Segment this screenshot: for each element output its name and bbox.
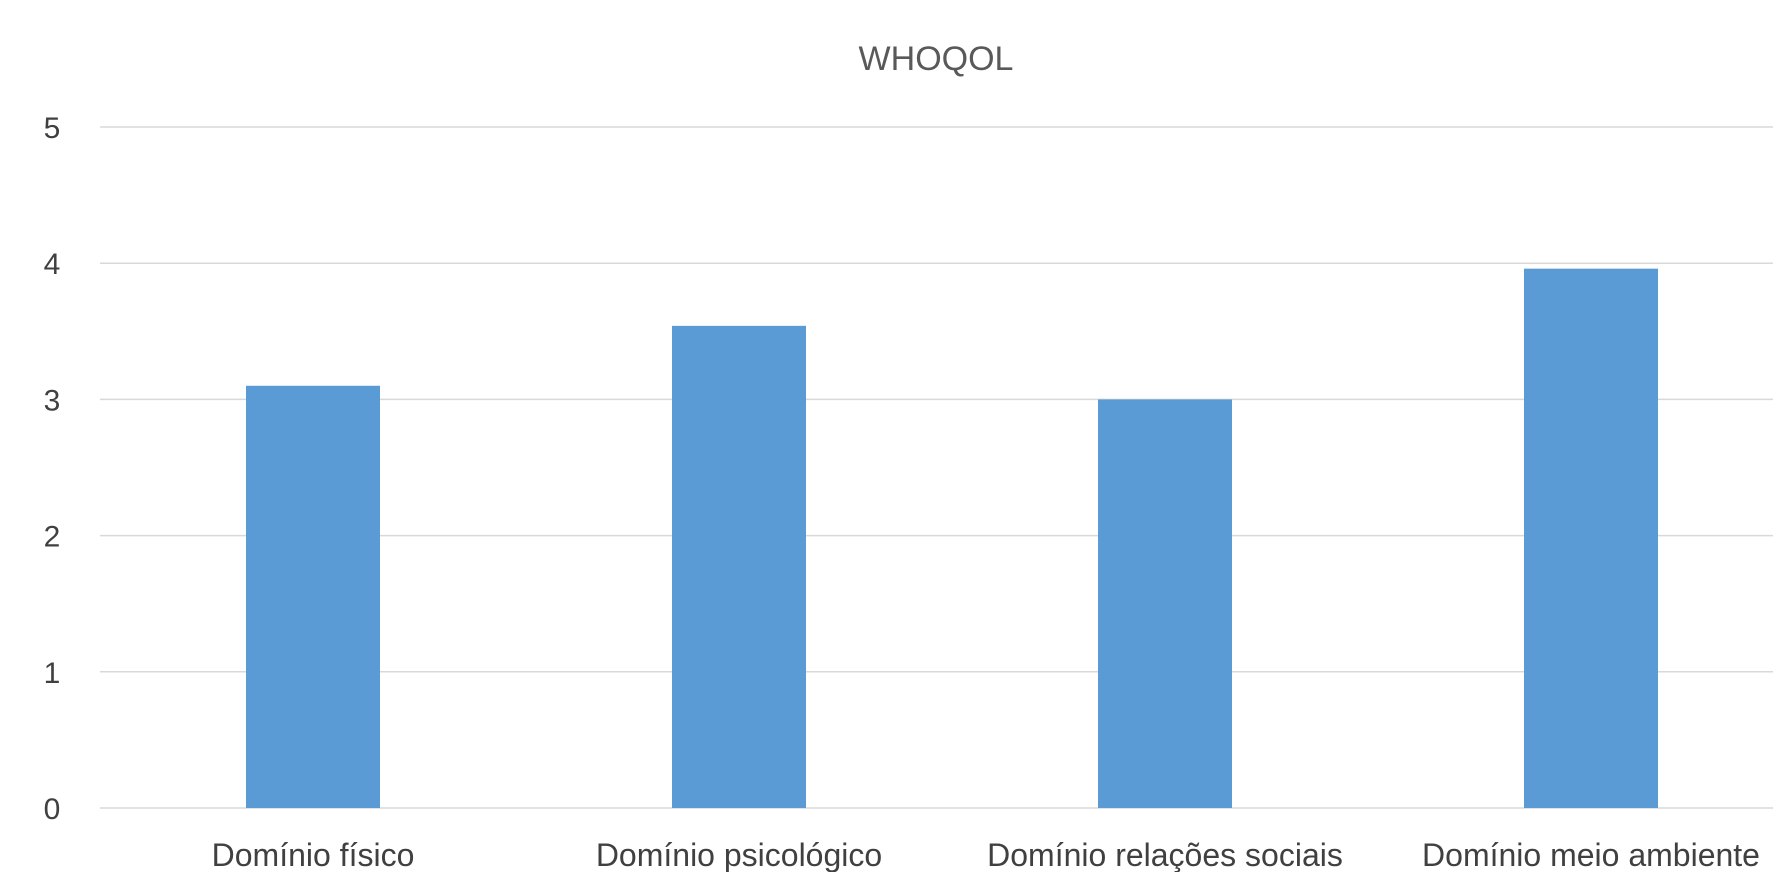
x-category-label: Domínio psicológico [596,837,882,872]
y-tick-label: 5 [44,112,61,145]
x-category-label: Domínio meio ambiente [1422,837,1760,872]
bar-2 [672,325,806,808]
y-tick-label: 3 [44,384,61,417]
y-tick-label: 2 [44,521,61,554]
bars [246,268,1658,808]
y-axis-ticks: 0 1 2 3 4 5 [44,112,61,826]
x-axis-labels: Domínio físico Domínio psicológico Domínio… [212,837,1760,872]
x-category-label: Domínio relações sociais [987,837,1343,872]
y-tick-label: 1 [44,657,61,690]
chart-title: WHOQOL [859,40,1014,78]
y-tick-label: 4 [44,248,61,281]
bar-4 [1524,268,1658,808]
x-category-label: Domínio físico [212,837,415,872]
bar-1 [246,385,380,808]
y-tick-label: 0 [44,793,61,826]
bar-3 [1098,399,1232,808]
